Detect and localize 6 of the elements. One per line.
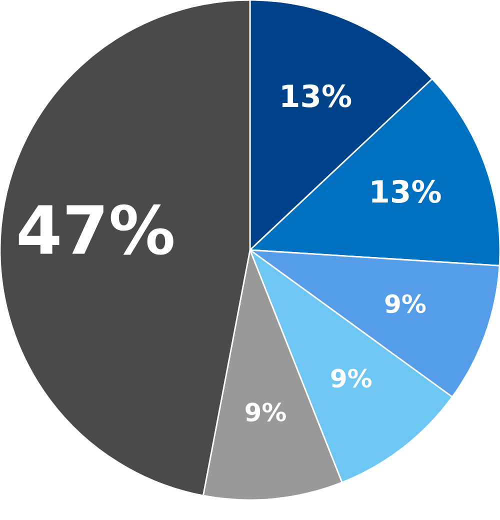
- data-label: 9%: [385, 294, 426, 314]
- data-label: 13%: [372, 180, 441, 203]
- data-label: 47%: [18, 204, 174, 255]
- data-label: 9%: [331, 368, 372, 388]
- data-label: 9%: [246, 402, 286, 422]
- data-label: 13%: [282, 84, 352, 108]
